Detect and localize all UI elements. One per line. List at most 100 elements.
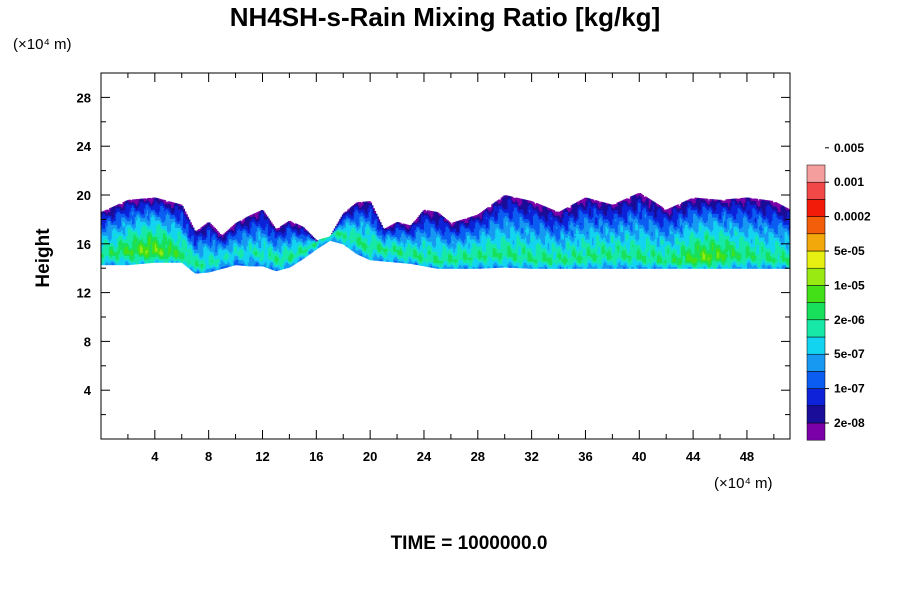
field-cell: [471, 248, 474, 258]
field-cell: [685, 249, 687, 264]
field-cell: [588, 246, 591, 256]
field-cell: [258, 211, 261, 214]
field-cell: [500, 263, 503, 266]
field-cell: [667, 235, 670, 242]
field-cell: [580, 233, 583, 251]
field-cell: [270, 243, 273, 248]
field-cell: [254, 263, 257, 267]
field-cell: [628, 204, 631, 207]
field-cell: [368, 204, 371, 213]
field-cell: [429, 235, 432, 242]
field-cell: [717, 260, 720, 264]
field-cell: [367, 207, 370, 218]
field-cell: [274, 261, 277, 266]
field-cell: [114, 205, 117, 207]
field-cell: [493, 256, 496, 261]
field-cell: [555, 242, 558, 249]
field-cell: [102, 246, 105, 255]
field-cell: [127, 216, 130, 222]
field-cell: [335, 227, 338, 230]
field-cell: [571, 229, 574, 238]
field-cell: [729, 213, 732, 218]
field-cell: [405, 250, 408, 262]
field-cell: [417, 217, 420, 222]
field-cell: [693, 229, 696, 235]
field-cell: [646, 264, 648, 267]
field-cell: [530, 260, 533, 264]
field-cell: [734, 242, 737, 251]
field-cell: [485, 254, 488, 258]
field-cell: [686, 205, 689, 218]
field-cell: [162, 221, 165, 227]
field-cell: [251, 214, 254, 217]
field-cell: [179, 220, 181, 225]
field-cell: [628, 264, 631, 269]
field-cell: [160, 199, 163, 201]
field-cell: [526, 260, 529, 265]
field-cell: [175, 249, 177, 258]
field-cell: [129, 258, 132, 262]
field-cell: [230, 229, 233, 232]
field-cell: [304, 255, 307, 258]
field-cell: [273, 227, 276, 233]
field-cell: [379, 229, 382, 236]
field-cell: [736, 248, 739, 253]
field-cell: [127, 255, 130, 260]
field-cell: [332, 230, 335, 233]
field-cell: [627, 255, 630, 258]
field-cell: [511, 256, 514, 261]
field-cell: [557, 253, 560, 258]
field-cell: [196, 252, 199, 256]
field-cell: [226, 265, 229, 268]
field-cell: [441, 215, 444, 218]
field-cell: [535, 203, 538, 207]
field-cell: [109, 240, 112, 244]
field-cell: [441, 251, 444, 262]
field-cell: [409, 243, 412, 257]
field-cell: [300, 225, 303, 228]
field-cell: [141, 246, 144, 253]
field-cell: [148, 226, 151, 231]
field-cell: [109, 262, 112, 266]
field-cell: [211, 245, 214, 252]
field-cell: [468, 257, 471, 260]
field-cell: [648, 235, 651, 242]
field-cell: [284, 264, 286, 269]
field-cell: [746, 244, 749, 258]
field-cell: [282, 263, 285, 270]
field-cell: [298, 238, 301, 242]
field-cell: [671, 246, 674, 251]
field-cell: [578, 200, 581, 205]
field-cell: [519, 205, 522, 210]
field-cell: [650, 204, 652, 213]
field-cell: [666, 211, 669, 216]
field-cell: [493, 219, 496, 225]
field-cell: [675, 266, 678, 269]
field-cell: [450, 226, 453, 231]
field-cell: [429, 241, 432, 246]
field-cell: [240, 226, 243, 231]
field-cell: [352, 205, 355, 206]
field-cell: [425, 238, 428, 258]
field-cell: [660, 235, 663, 240]
field-cell: [429, 254, 432, 262]
field-cell: [121, 235, 124, 242]
field-cell: [627, 266, 630, 269]
field-cell: [596, 235, 599, 256]
field-cell: [589, 222, 592, 229]
field-cell: [571, 216, 574, 224]
field-cell: [212, 239, 215, 253]
field-cell: [732, 215, 735, 222]
field-cell: [417, 261, 420, 264]
field-cell: [577, 201, 580, 205]
field-cell: [547, 233, 550, 244]
field-cell: [448, 253, 451, 262]
field-cell: [697, 266, 700, 269]
field-cell: [710, 231, 713, 236]
field-cell: [192, 234, 195, 247]
field-cell: [387, 230, 390, 235]
field-cell: [457, 240, 460, 246]
field-cell: [725, 264, 728, 269]
field-cell: [166, 230, 169, 236]
field-cell: [656, 264, 659, 267]
